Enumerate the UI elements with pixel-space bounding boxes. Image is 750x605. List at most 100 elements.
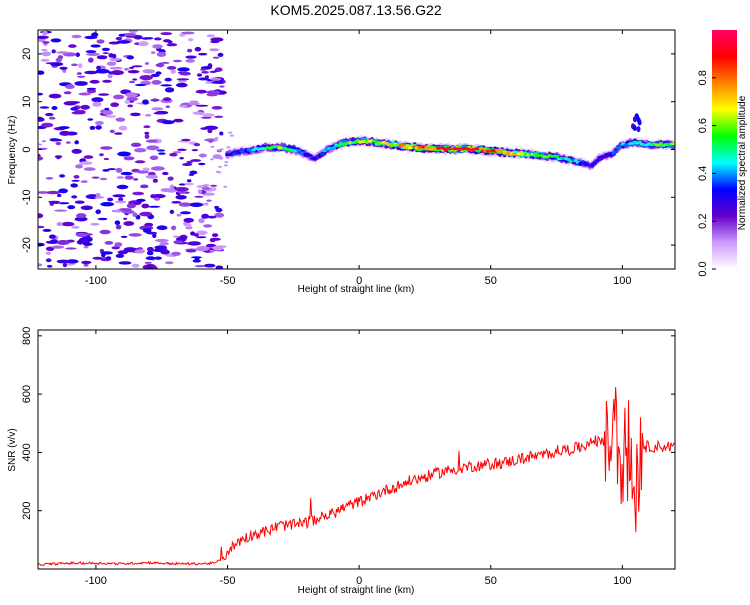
noise-speckle xyxy=(39,106,50,109)
noise-speckle xyxy=(145,139,158,143)
noise-speckle xyxy=(212,56,220,59)
noise-speckle xyxy=(95,193,101,197)
noise-speckle xyxy=(96,55,108,60)
noise-speckle xyxy=(194,46,202,52)
noise-speckle xyxy=(71,225,80,229)
noise-speckle xyxy=(58,188,68,194)
noise-speckle xyxy=(38,213,44,219)
noise-speckle xyxy=(57,193,62,198)
noise-speckle xyxy=(142,228,152,233)
noise-speckle xyxy=(38,263,43,267)
noise-speckle xyxy=(85,50,97,54)
noise-speckle xyxy=(63,91,72,95)
noise-speckle xyxy=(77,75,86,78)
noise-speckle xyxy=(102,52,109,55)
noise-speckle xyxy=(172,151,182,154)
colorbar-tick-label: 0.2 xyxy=(697,214,709,229)
noise-speckle xyxy=(156,51,167,57)
noise-speckle xyxy=(164,77,172,82)
noise-speckle xyxy=(186,179,192,183)
noise-speckle xyxy=(210,158,215,161)
noise-speckle xyxy=(152,178,158,183)
noise-speckle xyxy=(203,224,213,228)
trace-cell xyxy=(554,154,560,158)
trace-cell xyxy=(308,154,313,157)
noise-speckle xyxy=(194,265,206,268)
noise-speckle xyxy=(115,224,122,230)
noise-speckle xyxy=(178,104,188,108)
noise-speckle xyxy=(56,155,61,160)
noise-speckle xyxy=(76,213,87,219)
noise-speckle xyxy=(56,222,63,226)
noise-speckle xyxy=(83,263,89,267)
noise-speckle xyxy=(160,249,170,255)
spectrogram-x-ticks: -100 -50 0 50 100 xyxy=(85,30,632,287)
noise-speckle xyxy=(109,66,123,70)
trace-cell xyxy=(616,146,621,150)
snr-series-line xyxy=(38,387,675,567)
noise-speckle xyxy=(146,266,154,269)
noise-speckle xyxy=(95,125,102,130)
noise-speckle xyxy=(144,134,150,139)
snr-y-tick-label: 600 xyxy=(21,385,33,403)
noise-speckle xyxy=(218,156,223,159)
noise-speckle xyxy=(218,165,223,168)
trace-cell xyxy=(405,144,410,148)
noise-speckle xyxy=(61,221,75,227)
noise-speckle xyxy=(42,30,48,36)
noise-speckle xyxy=(162,171,169,176)
trace-cell xyxy=(519,151,524,154)
noise-speckle xyxy=(112,194,126,198)
noise-speckle xyxy=(41,51,51,57)
snr-background xyxy=(38,330,675,569)
noise-speckle xyxy=(51,49,56,54)
noise-speckle xyxy=(70,107,79,111)
noise-speckle xyxy=(110,102,120,107)
noise-speckle xyxy=(46,264,53,268)
noise-speckle xyxy=(215,170,220,173)
noise-speckle xyxy=(173,235,180,238)
noise-speckle xyxy=(215,67,223,72)
noise-speckle xyxy=(144,261,152,264)
noise-speckle xyxy=(109,57,121,62)
noise-speckle xyxy=(134,249,146,254)
noise-speckle xyxy=(165,105,170,108)
noise-speckle xyxy=(115,117,126,122)
noise-speckles xyxy=(38,30,234,269)
noise-speckle xyxy=(166,66,177,70)
noise-speckle xyxy=(191,149,199,152)
noise-speckle xyxy=(196,246,210,252)
noise-speckle xyxy=(198,162,206,166)
noise-speckle xyxy=(193,143,201,147)
noise-speckle xyxy=(210,184,218,187)
trace-cell xyxy=(296,149,301,152)
noise-speckle xyxy=(201,71,210,74)
noise-speckle xyxy=(198,153,207,158)
noise-speckle xyxy=(116,40,131,44)
noise-speckle xyxy=(111,246,120,250)
noise-speckle xyxy=(195,89,208,94)
trace-cell xyxy=(232,152,237,156)
noise-speckle xyxy=(106,61,117,66)
noise-speckle xyxy=(177,79,187,83)
noise-speckle xyxy=(204,202,209,206)
noise-speckle xyxy=(38,191,49,194)
noise-speckle xyxy=(180,211,191,215)
noise-speckle xyxy=(160,61,170,64)
noise-speckle xyxy=(50,38,62,43)
snr-frame xyxy=(37,329,676,570)
noise-speckle xyxy=(217,149,222,152)
noise-speckle xyxy=(150,194,156,199)
noise-speckle xyxy=(102,110,114,116)
spectrogram-y-tick-label: 0 xyxy=(21,146,33,152)
spectrogram-x-tick-label: 50 xyxy=(485,275,497,287)
noise-speckle xyxy=(160,32,173,36)
noise-speckle xyxy=(123,221,135,226)
noise-speckle xyxy=(173,240,184,244)
noise-speckle xyxy=(78,92,91,96)
noise-speckle xyxy=(80,205,93,211)
noise-speckle xyxy=(87,118,94,121)
noise-speckle xyxy=(128,233,142,237)
colorbar-gradient xyxy=(712,30,737,269)
noise-speckle xyxy=(81,260,92,265)
